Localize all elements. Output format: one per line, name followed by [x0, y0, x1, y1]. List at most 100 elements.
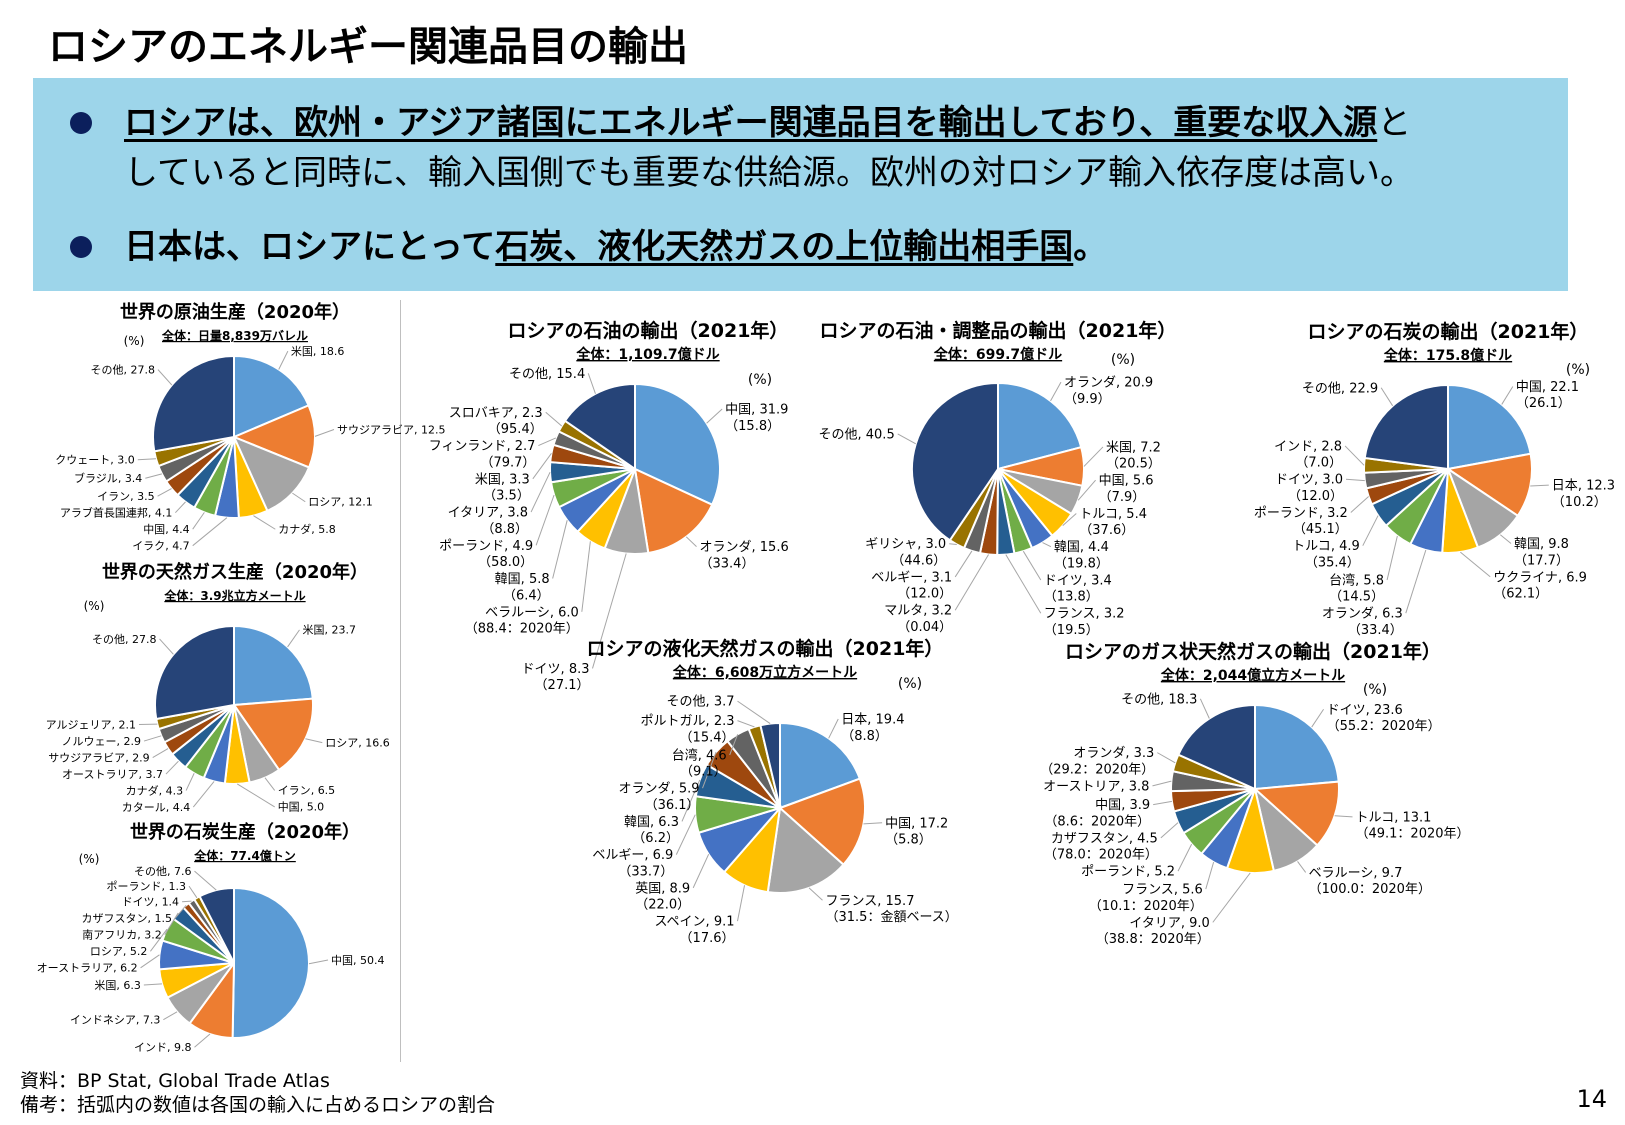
- slice-label: 中国, 22.1: [1516, 380, 1579, 395]
- leader-line: [1153, 800, 1172, 806]
- slice-separator: ,: [148, 912, 155, 925]
- slice-value: 3.0: [1322, 473, 1343, 488]
- slice-note: （44.6）: [891, 554, 946, 569]
- slice-note: （95.4）: [488, 422, 543, 437]
- slice-note: （78.0：2020年）: [1044, 848, 1158, 863]
- slice-separator: ,: [1355, 574, 1363, 589]
- pie-slice: [634, 382, 721, 507]
- slice-label: その他, 3.7: [667, 695, 735, 710]
- slice-label-group: サウジアラビア, 2.9: [48, 751, 150, 764]
- slice-name: 米国: [475, 472, 501, 487]
- slice-label: 台湾, 4.6: [672, 747, 727, 763]
- leader-line: [828, 718, 839, 739]
- pie-slice: [232, 435, 311, 513]
- slice-note: （22.0）: [635, 898, 690, 913]
- slice-label: 米国, 6.3: [94, 979, 141, 992]
- leader-line: [188, 885, 198, 899]
- slice-label-group: 台湾, 5.8（14.5）: [1329, 573, 1384, 605]
- slice-note: （10.2）: [1552, 495, 1607, 510]
- slice-note: （14.5）: [1329, 590, 1384, 605]
- leader-line: [149, 928, 168, 952]
- slice-separator: ,: [671, 782, 679, 797]
- slice-label: インド, 2.8: [1274, 440, 1342, 455]
- slice-separator: ,: [1366, 703, 1374, 718]
- slice-label: 台湾, 5.8: [1329, 573, 1384, 589]
- page-number: 14: [1576, 1085, 1607, 1113]
- summary-box: [33, 78, 1568, 291]
- chart-subtitle: 全体：699.7億ドル: [933, 346, 1062, 363]
- chart-unit: (%): [898, 676, 922, 692]
- slice-value: 3.1: [932, 571, 953, 586]
- slice-separator: ,: [1125, 746, 1133, 761]
- slice-separator: ,: [167, 865, 174, 878]
- slice-value: 8.3: [569, 662, 590, 677]
- slice-note: （6.2）: [632, 831, 679, 846]
- slice-label-group: オランダ, 6.3（33.4）: [1322, 607, 1403, 638]
- slice-separator: ,: [506, 439, 514, 454]
- slice-label: ドイツ, 3.0: [1275, 473, 1343, 488]
- slice-value: 22.1: [1550, 380, 1579, 395]
- slice-label: フランス, 3.2: [1044, 607, 1125, 622]
- slice-label-group: 米国, 18.6: [291, 345, 345, 358]
- slice-label-group: インド, 9.8: [134, 1041, 192, 1054]
- slice-label-group: アルジェリア, 2.1: [46, 718, 136, 731]
- slice-label: ベルギー, 6.9: [592, 848, 673, 863]
- slice-label-group: 米国, 6.3: [94, 979, 141, 992]
- slice-value: 9.0: [1189, 916, 1210, 931]
- slice-name: その他: [92, 633, 125, 646]
- slice-label-group: ベルギー, 6.9（33.7）: [592, 848, 673, 879]
- slice-value: 15.6: [760, 540, 789, 555]
- slice-separator: ,: [858, 428, 866, 443]
- chart-subtitle: 全体：175.8億ドル: [1383, 347, 1512, 364]
- slice-label: ロシア, 16.6: [325, 736, 390, 749]
- leader-line: [1362, 515, 1379, 546]
- pie-slice: [779, 721, 862, 810]
- slice-separator: ,: [1132, 441, 1140, 456]
- leader-line: [535, 494, 555, 546]
- slice-name: オーストラリア: [62, 768, 138, 781]
- slice-label-group: その他, 40.5: [818, 428, 894, 443]
- pie-slice: [154, 624, 235, 721]
- slice-value: 4.9: [1339, 539, 1360, 554]
- slice-note: （35.4）: [1305, 556, 1360, 571]
- leader-line: [1062, 513, 1077, 526]
- leader-line: [165, 760, 179, 775]
- slice-note: （13.8）: [1044, 590, 1099, 605]
- slice-note: （8.8）: [841, 729, 888, 744]
- leader-line: [236, 783, 275, 808]
- slice-value: 4.5: [1137, 831, 1158, 846]
- slice-name: スロバキア: [449, 406, 514, 421]
- slice-value: 2.3: [714, 714, 735, 729]
- slice-value: 20.9: [1124, 376, 1153, 391]
- slice-label-group: イタリア, 9.0（38.8：2020年）: [1096, 916, 1210, 947]
- slice-name: その他: [667, 695, 706, 710]
- slice-name: イラク: [132, 540, 165, 553]
- slice-label-group: ドイツ, 8.3（27.1）: [522, 662, 590, 693]
- leader-line: [706, 408, 723, 424]
- slice-value: 12.3: [1586, 479, 1615, 494]
- slice-separator: ,: [917, 537, 925, 552]
- slice-note: （19.8）: [1054, 557, 1109, 572]
- slice-value: 19.4: [876, 713, 905, 728]
- slice-label: その他, 18.3: [1121, 692, 1197, 707]
- slice-value: 5.2: [1154, 865, 1175, 880]
- slice-separator: ,: [1374, 607, 1382, 622]
- slice-separator: ,: [166, 801, 173, 814]
- slice-value: 3.3: [509, 472, 530, 487]
- slice-note: （33.7）: [618, 864, 673, 879]
- slice-separator: ,: [138, 768, 145, 781]
- chart-subtitle: 全体：3.9兆立方メートル: [163, 588, 305, 603]
- slice-label-group: その他, 3.7: [667, 695, 735, 710]
- slice-label: マルタ, 3.2: [884, 604, 952, 619]
- slice-label: ベラルーシ, 6.0: [485, 605, 579, 620]
- slice-separator: ,: [1129, 831, 1137, 846]
- slice-label-group: 中国, 31.9（15.8）: [725, 403, 788, 434]
- slice-label-group: 韓国, 9.8（17.7）: [1514, 537, 1569, 568]
- slice-label-group: イタリア, 3.8（8.8）: [448, 506, 528, 537]
- pie-slice: [1177, 703, 1256, 791]
- slice-label-group: オーストリア, 3.8: [1043, 779, 1149, 794]
- slice-label-group: カザフスタン, 1.5: [82, 912, 173, 925]
- slice-separator: ,: [923, 604, 931, 619]
- leader-line: [675, 814, 696, 855]
- pie-slice: [233, 354, 310, 439]
